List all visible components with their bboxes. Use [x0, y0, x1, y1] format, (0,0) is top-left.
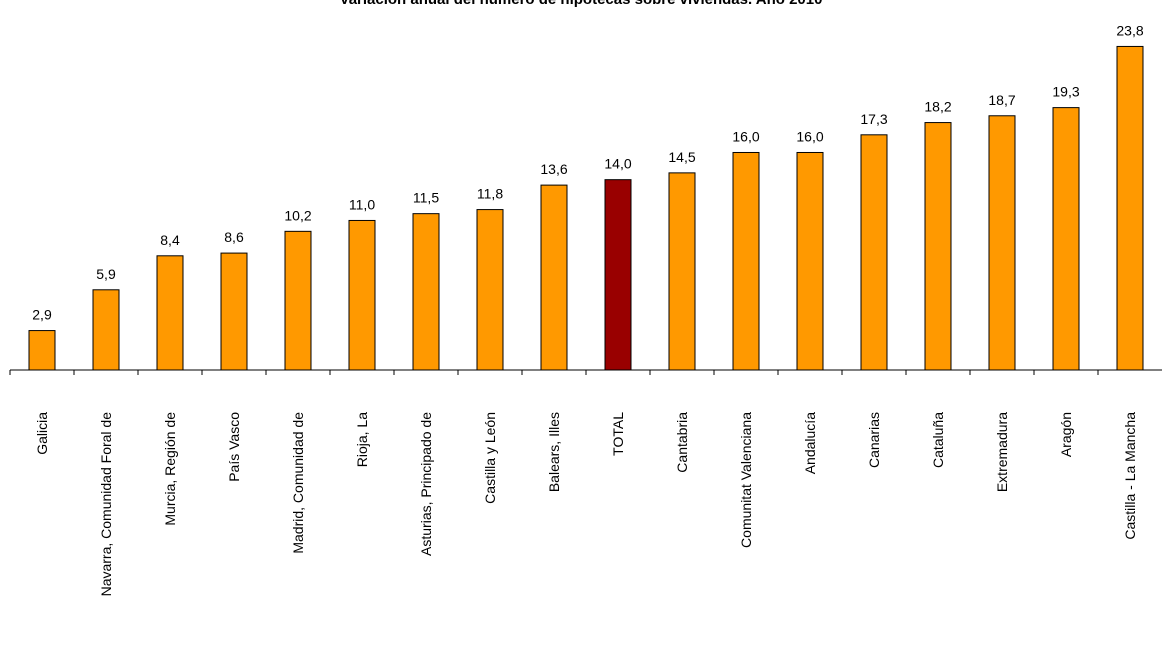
bar-balears-illes: [540, 184, 568, 371]
category-label-cantabria: Cantabria: [674, 412, 690, 473]
category-label-total: TOTAL: [610, 412, 626, 456]
category-label-extremadura: Extremadura: [994, 412, 1010, 492]
bar-galicia: [28, 330, 56, 371]
bar-total: [604, 179, 632, 371]
value-label-canarias: 17,3: [860, 111, 887, 127]
category-label-madrid-comunidad-de: Madrid, Comunidad de: [290, 412, 306, 554]
category-label-pais-vasco: País Vasco: [226, 412, 242, 482]
category-label-asturias-principado-de: Asturias, Principado de: [418, 412, 434, 556]
bar-comunitat-valenciana: [732, 151, 760, 371]
value-label-rioja-la: 11,0: [349, 196, 375, 212]
value-label-cantabria: 14,5: [668, 149, 695, 165]
category-labels-group: Galicia Navarra, Comunidad Foral de Murcia…: [34, 412, 1138, 597]
bar-cantabria: [668, 172, 696, 371]
category-label-castilla-la-mancha: Castilla - La Mancha: [1122, 412, 1138, 540]
value-label-andalucia: 16,0: [796, 128, 823, 144]
bar-castilla-la-mancha: [1116, 45, 1144, 371]
x-axis: [9, 369, 1162, 375]
value-label-extremadura: 18,7: [988, 92, 1015, 108]
value-label-navarra-comunidad-foral-de: 5,9: [96, 266, 116, 282]
category-label-andalucia: Andalucía: [802, 412, 818, 474]
bar-asturias-principado-de: [412, 213, 440, 371]
category-label-castilla-y-leon: Castilla y León: [482, 412, 498, 504]
bar-madrid-comunidad-de: [284, 230, 312, 371]
bar-canarias: [860, 134, 888, 371]
category-label-canarias: Canarias: [866, 412, 882, 468]
bar-castilla-y-leon: [476, 209, 504, 371]
bar-navarra-comunidad-foral-de: [92, 289, 120, 371]
bar-aragon: [1052, 107, 1080, 371]
value-label-madrid-comunidad-de: 10,2: [284, 207, 311, 223]
bar-cataluna: [924, 122, 952, 371]
value-label-pais-vasco: 8,6: [224, 229, 244, 245]
value-label-total: 14,0: [604, 156, 631, 172]
value-label-cataluna: 18,2: [924, 99, 951, 115]
bar-pais-vasco: [220, 252, 248, 371]
bars-group: [28, 45, 1144, 371]
value-labels-group: 2,9 5,9 8,4 8,6 10,2 11,0 11,5 11,8 13,6 14,0 14,5…: [32, 22, 1144, 322]
category-label-balears-illes: Balears, Illes: [546, 412, 562, 492]
value-label-galicia: 2,9: [32, 307, 52, 323]
value-label-aragon: 19,3: [1052, 84, 1079, 100]
category-label-cataluna: Cataluña: [930, 412, 946, 468]
bar-extremadura: [988, 115, 1016, 371]
category-label-rioja-la: Rioja, La: [354, 412, 370, 467]
value-label-comunitat-valenciana: 16,0: [732, 128, 759, 144]
category-label-comunitat-valenciana: Comunitat Valenciana: [738, 412, 754, 548]
category-label-aragon: Aragón: [1058, 412, 1074, 457]
bar-murcia-region-de: [156, 255, 184, 371]
value-label-castilla-y-leon: 11,8: [477, 186, 503, 202]
value-label-castilla-la-mancha: 23,8: [1116, 22, 1143, 38]
chart-title: Variación anual del número de hipotecas …: [0, 0, 1162, 8]
category-label-murcia-region-de: Murcia, Región de: [162, 412, 178, 526]
value-label-asturias-principado-de: 11,5: [413, 190, 439, 206]
bar-rioja-la: [348, 219, 376, 371]
bar-andalucia: [796, 151, 824, 371]
category-label-galicia: Galicia: [34, 412, 50, 455]
category-label-navarra-comunidad-foral-de: Navarra, Comunidad Foral de: [98, 412, 114, 597]
value-label-murcia-region-de: 8,4: [160, 232, 180, 248]
value-label-balears-illes: 13,6: [540, 161, 567, 177]
